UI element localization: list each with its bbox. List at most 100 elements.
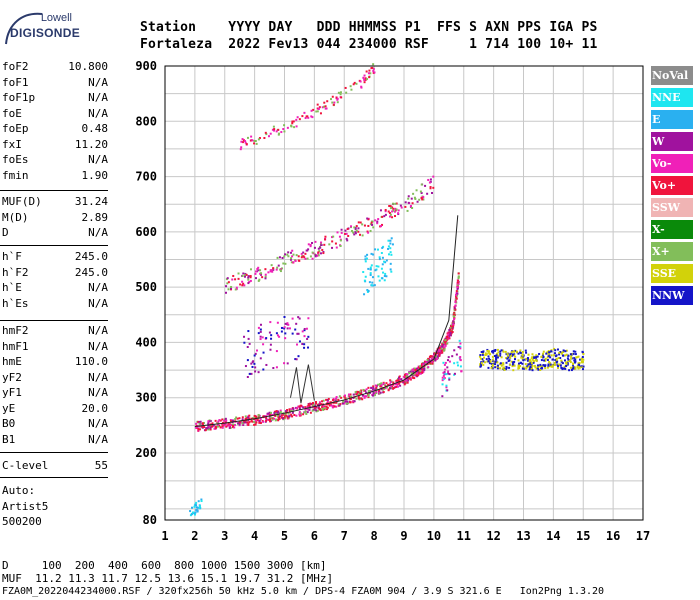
echo-point xyxy=(382,271,385,274)
echo-point xyxy=(302,413,305,416)
x-tick-label: 12 xyxy=(486,529,500,543)
echo-point xyxy=(533,356,536,359)
echo-point xyxy=(513,364,516,367)
echo-point xyxy=(314,401,317,404)
echo-point xyxy=(307,403,310,406)
echo-point xyxy=(283,255,286,258)
echo-point xyxy=(337,398,340,401)
echo-point xyxy=(269,416,272,419)
echo-point xyxy=(385,382,388,385)
echo-point xyxy=(232,423,235,426)
echo-point xyxy=(431,357,434,360)
echo-point xyxy=(455,290,458,293)
echo-point xyxy=(521,362,524,365)
echo-point xyxy=(389,205,392,208)
echo-point xyxy=(365,388,368,391)
echo-point xyxy=(205,427,208,430)
polarization-legend: NoVal NNE E W Vo- Vo+ SSW X- X+ SSE NNW xyxy=(651,66,693,308)
echo-point xyxy=(385,275,388,278)
echo-point xyxy=(235,286,238,289)
echo-point xyxy=(493,354,496,357)
echo-point xyxy=(257,279,260,282)
echo-point xyxy=(438,349,441,352)
echo-point xyxy=(517,362,520,365)
echo-point xyxy=(287,251,290,254)
echo-point xyxy=(265,363,268,366)
echo-point xyxy=(224,291,227,294)
param-row: B1 N/A xyxy=(2,432,108,448)
echo-point xyxy=(303,343,306,346)
echo-point xyxy=(496,361,499,364)
echo-point xyxy=(295,254,298,257)
echo-point xyxy=(512,350,515,353)
echo-point xyxy=(243,275,246,278)
echo-point xyxy=(233,423,236,426)
echo-point xyxy=(390,237,393,240)
echo-point xyxy=(311,116,314,119)
echo-point xyxy=(566,361,569,364)
echo-point xyxy=(253,142,256,145)
echo-point xyxy=(525,351,528,354)
echo-point xyxy=(531,358,534,361)
param-row: D N/A xyxy=(2,225,108,241)
param-name: B1 xyxy=(2,432,16,446)
echo-point xyxy=(441,343,444,346)
echo-point xyxy=(389,247,392,250)
echo-point xyxy=(249,139,252,142)
echo-point xyxy=(391,243,394,246)
echo-point xyxy=(418,372,421,375)
echo-point xyxy=(408,376,411,379)
echo-point xyxy=(381,277,384,280)
echo-point xyxy=(542,350,545,353)
echo-point xyxy=(394,215,397,218)
echo-point xyxy=(548,351,551,354)
echo-point xyxy=(219,419,222,422)
echo-point xyxy=(324,235,327,238)
echo-point xyxy=(237,272,240,275)
echo-point xyxy=(283,315,286,318)
echo-point xyxy=(289,251,292,254)
echo-point xyxy=(413,367,416,370)
echo-point xyxy=(434,359,437,362)
echo-point xyxy=(512,369,515,372)
echo-point xyxy=(563,365,566,368)
echo-point xyxy=(365,70,368,73)
echo-point xyxy=(431,362,434,365)
echo-point xyxy=(489,360,492,363)
echo-point xyxy=(229,424,232,427)
echo-point xyxy=(249,276,252,279)
echo-point xyxy=(452,326,455,329)
echo-point xyxy=(525,367,528,370)
echo-point xyxy=(389,268,392,271)
echo-point xyxy=(245,143,248,146)
echo-point xyxy=(336,97,339,100)
echo-point xyxy=(326,100,329,103)
echo-point xyxy=(581,357,584,360)
echo-point xyxy=(322,399,325,402)
echo-point xyxy=(529,363,532,366)
echo-point xyxy=(391,216,394,219)
echo-point xyxy=(366,288,369,291)
echo-point xyxy=(527,363,530,366)
echo-point xyxy=(535,354,538,357)
echo-point xyxy=(287,323,290,326)
echo-point xyxy=(219,426,222,429)
echo-point xyxy=(313,404,316,407)
echo-point xyxy=(442,374,445,377)
echo-point xyxy=(509,353,512,356)
param-row: yF2 N/A xyxy=(2,370,108,386)
param-row: hmF2 N/A xyxy=(2,323,108,339)
echo-point xyxy=(427,366,430,369)
echo-point xyxy=(310,115,313,118)
echo-point xyxy=(265,133,268,136)
echo-point xyxy=(300,404,303,407)
echo-point xyxy=(259,323,262,326)
echo-point xyxy=(352,393,355,396)
echo-point xyxy=(369,268,372,271)
auto-version: 500200 xyxy=(2,515,42,528)
echo-point xyxy=(375,384,378,387)
divider xyxy=(0,245,108,246)
echo-point xyxy=(257,269,260,272)
echo-point xyxy=(520,361,523,364)
echo-point xyxy=(373,71,376,74)
